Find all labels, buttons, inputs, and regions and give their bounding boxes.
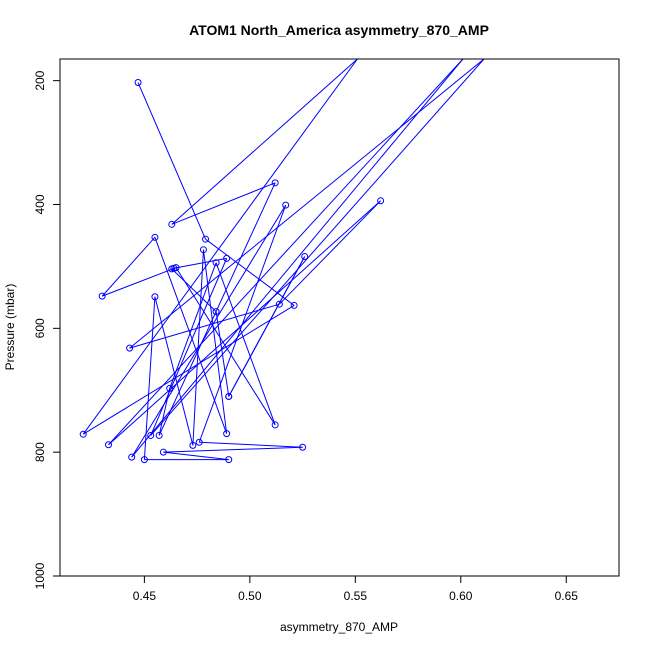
data-point <box>159 448 167 456</box>
data-point <box>199 246 207 254</box>
x-tick-label: 0.55 <box>344 589 368 603</box>
x-tick-label: 0.50 <box>238 589 262 603</box>
series-line-segment <box>108 59 464 446</box>
data-point <box>299 443 307 451</box>
x-axis-ticks: 0.45 0.50 0.55 0.60 0.65 <box>133 576 579 603</box>
y-axis-label: Pressure (mbar) <box>3 284 17 371</box>
series-line-segment <box>82 59 358 435</box>
data-point <box>98 292 106 300</box>
data-point <box>202 235 210 243</box>
data-point <box>195 438 203 446</box>
series-line-segment <box>279 200 381 305</box>
y-tick-label: 600 <box>33 318 47 338</box>
data-point <box>212 308 220 316</box>
data-point <box>166 384 174 392</box>
y-tick-label: 200 <box>33 70 47 90</box>
series-line-segment <box>82 304 295 435</box>
data-point <box>140 456 148 464</box>
series-line-segment <box>175 267 276 426</box>
data-point <box>225 456 233 464</box>
series-line-segment <box>129 59 485 349</box>
data-point <box>147 431 155 439</box>
data-point <box>275 300 283 308</box>
y-tick-label: 1000 <box>33 562 47 589</box>
data-point <box>225 392 233 400</box>
series-line-segment <box>215 262 276 426</box>
series-line-segment <box>171 182 276 225</box>
series-line-segment <box>102 267 177 297</box>
y-tick-label: 400 <box>33 194 47 214</box>
series-line-segment <box>171 59 358 225</box>
data-point <box>223 254 231 262</box>
series-line-segment <box>171 268 217 312</box>
series-line-segment <box>154 296 194 446</box>
series-line-segment <box>199 441 303 448</box>
data-point <box>189 441 197 449</box>
series-line-segment <box>150 258 228 436</box>
data-point <box>271 179 279 187</box>
data-point <box>301 253 309 261</box>
series-line-segment <box>205 238 295 306</box>
data-point <box>377 197 385 205</box>
data-point <box>79 430 87 438</box>
data-point <box>134 79 142 87</box>
data-point <box>151 233 159 241</box>
x-axis-label: asymmetry_870_AMP <box>280 620 398 634</box>
series-line-segment <box>137 82 207 240</box>
series-lines <box>82 59 485 461</box>
data-point <box>168 265 176 273</box>
series-line-segment <box>108 200 381 446</box>
series-line-segment <box>228 256 306 397</box>
data-point <box>168 220 176 228</box>
series-line-segment <box>163 446 303 453</box>
series-line-segment <box>131 204 287 458</box>
data-point <box>105 441 113 449</box>
series-line-segment <box>215 311 230 397</box>
series-line-segment <box>150 59 485 436</box>
x-tick-label: 0.45 <box>133 589 157 603</box>
data-point <box>212 259 220 267</box>
data-point <box>282 201 290 209</box>
data-point <box>223 430 231 438</box>
series-line-segment <box>143 296 156 460</box>
data-point <box>128 453 136 461</box>
data-point <box>126 344 134 352</box>
series-line-segment <box>129 303 280 349</box>
series-line-segment <box>163 451 229 461</box>
series-line-segment <box>101 236 156 297</box>
y-axis-ticks: 200 400 600 800 1000 <box>33 70 60 589</box>
data-point <box>271 421 279 429</box>
series-line-segment <box>202 249 228 434</box>
x-tick-label: 0.60 <box>449 589 473 603</box>
data-point <box>155 431 163 439</box>
x-tick-label: 0.65 <box>555 589 579 603</box>
plot-area <box>79 59 485 464</box>
y-tick-label: 800 <box>33 442 47 462</box>
series-line-segment <box>131 59 464 458</box>
data-point <box>290 301 298 309</box>
chart-title: ATOM1 North_America asymmetry_870_AMP <box>189 22 489 38</box>
data-point <box>151 293 159 301</box>
plot-frame <box>59 58 620 577</box>
series-points <box>79 79 385 464</box>
